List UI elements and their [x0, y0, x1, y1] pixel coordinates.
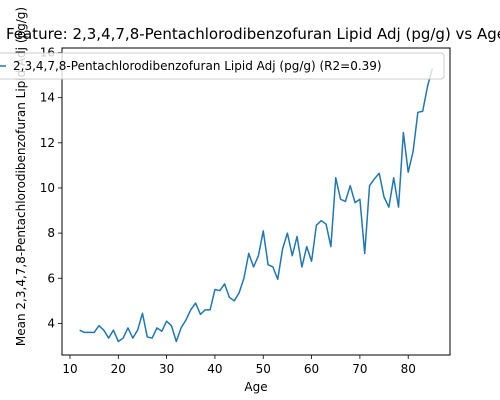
y-tick-label: 8 [47, 226, 55, 240]
x-tick-label: 20 [111, 362, 126, 376]
chart-title: Feature: 2,3,4,7,8-Pentachlorodibenzofur… [6, 25, 500, 43]
y-tick-label: 4 [47, 316, 55, 330]
x-tick-label: 40 [207, 362, 222, 376]
x-tick-label: 30 [159, 362, 174, 376]
x-axis-ticks: 10 20 30 40 50 60 70 80 [62, 355, 416, 376]
series-line-0 [80, 68, 433, 341]
y-tick-label: 6 [47, 271, 55, 285]
y-tick-label: 14 [40, 91, 55, 105]
x-axis-label: Age [244, 380, 267, 394]
y-tick-label: 12 [40, 136, 55, 150]
x-tick-label: 70 [352, 362, 367, 376]
x-tick-label: 80 [401, 362, 416, 376]
legend: 2,3,4,7,8-Pentachlorodibenzofuran Lipid … [0, 53, 444, 79]
plot-frame [62, 48, 450, 355]
x-tick-label: 50 [256, 362, 271, 376]
y-axis-ticks: 46810121416 [40, 46, 62, 331]
legend-entry-label: 2,3,4,7,8-Pentachlorodibenzofuran Lipid … [13, 59, 382, 73]
series-layer [80, 68, 433, 341]
x-tick-label: 60 [304, 362, 319, 376]
y-tick-label: 10 [40, 181, 55, 195]
x-tick-label: 10 [62, 362, 77, 376]
plot-area [62, 48, 450, 355]
